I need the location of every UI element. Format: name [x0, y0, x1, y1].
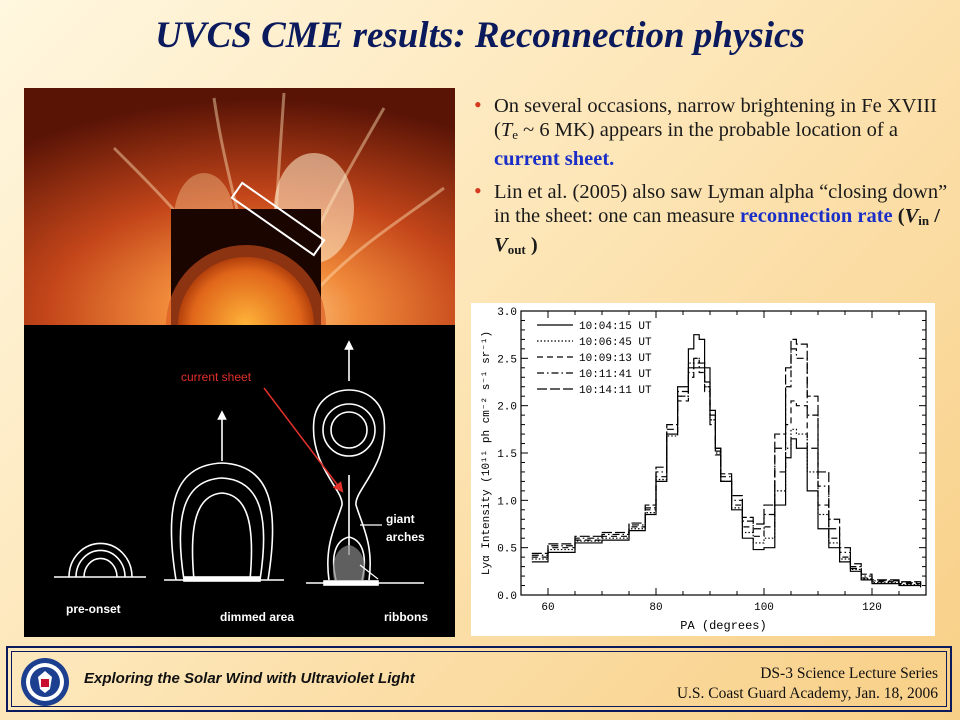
arches-label: arches [386, 530, 425, 544]
giant-label: giant [386, 512, 415, 526]
y-tick-label: 1.5 [497, 449, 517, 461]
ribbons-label: ribbons [384, 610, 428, 624]
series-line [531, 367, 922, 586]
bullet-item-1: • On several occasions, narrow brighteni… [474, 92, 937, 171]
series-line [531, 357, 922, 587]
current-sheet-highlight: current sheet. [494, 148, 615, 170]
footer-event-info: DS-3 Science Lecture Series U.S. Coast G… [677, 664, 938, 704]
lyman-alpha-chart: 0.0 0.5 1.0 1.5 2.0 2.5 3.0 60 80 100 120 PA (degre… [471, 303, 935, 636]
y-tick-label: 1.0 [497, 496, 517, 508]
legend-label: 10:09:13 UT [579, 353, 652, 365]
legend-label: 10:04:15 UT [579, 321, 652, 333]
legend-label: 10:11:41 UT [579, 369, 652, 381]
bullet-dot-icon: • [474, 92, 482, 117]
bullet-dot-icon: • [474, 178, 482, 203]
dimmed-area-label: dimmed area [220, 610, 294, 624]
footer-lecture-series: DS-3 Science Lecture Series [760, 665, 938, 682]
x-tick-label: 100 [754, 602, 774, 614]
y-tick-label: 3.0 [497, 307, 517, 319]
footer-venue-date: U.S. Coast Guard Academy, Jan. 18, 2006 [676, 685, 938, 702]
footer-series-title: Exploring the Solar Wind with Ultraviole… [84, 670, 415, 687]
slide-title: UVCS CME results: Reconnection physics [155, 15, 805, 56]
reconnection-rate-highlight: reconnection rate [739, 205, 893, 227]
y-tick-label: 2.5 [497, 354, 517, 366]
x-tick-label: 80 [649, 602, 662, 614]
coast-guard-seal-icon [21, 658, 69, 706]
legend-label: 10:14:11 UT [579, 385, 652, 397]
coronagraph-image [24, 88, 455, 325]
series-line [531, 338, 922, 584]
y-tick-label: 0.0 [497, 591, 517, 603]
current-sheet-label: current sheet [181, 370, 252, 384]
y-tick-label: 2.0 [497, 402, 517, 414]
y-tick-label: 0.5 [497, 544, 517, 556]
legend-label: 10:06:45 UT [579, 337, 652, 349]
y-axis-label: Lyα Intensity (10¹¹ ph cm⁻² s⁻¹ sr⁻¹) [481, 331, 493, 575]
x-tick-label: 120 [862, 602, 882, 614]
pre-onset-label: pre-onset [66, 602, 121, 616]
x-tick-label: 60 [541, 602, 554, 614]
series-line [531, 348, 922, 585]
reconnection-diagram: current sheet giant arches pre-onset dim… [24, 325, 455, 637]
footer: Exploring the Solar Wind with Ultraviole… [6, 646, 952, 712]
x-axis-label: PA (degrees) [680, 619, 766, 633]
bullet-item-2: • Lin et al. (2005) also saw Lyman alpha… [474, 178, 948, 258]
bullet-list: • On several occasions, narrow brighteni… [474, 92, 952, 271]
